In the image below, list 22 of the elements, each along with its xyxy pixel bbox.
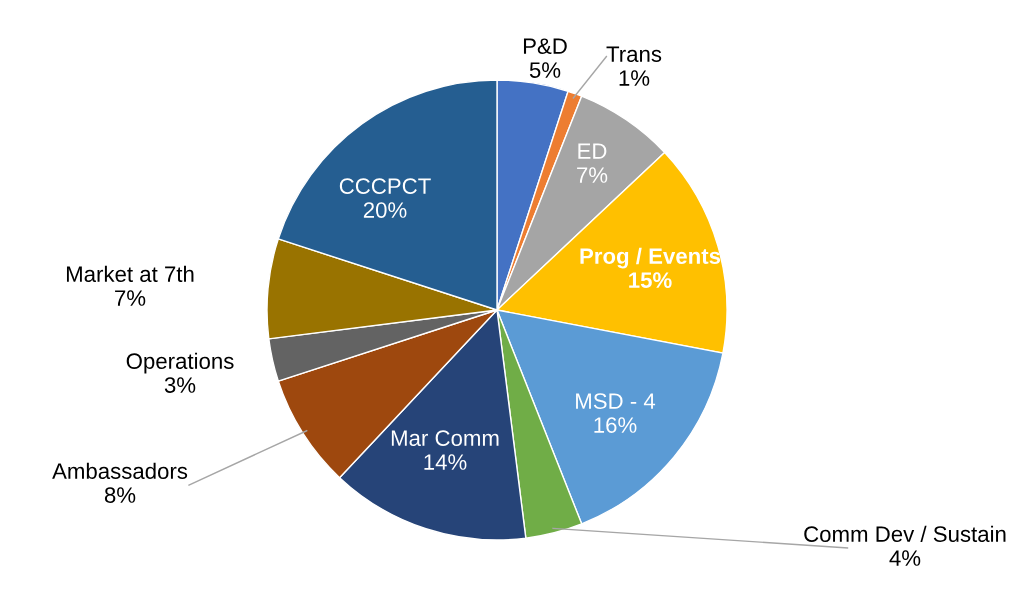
slice-label: Comm Dev / Sustain — [804, 525, 1006, 542]
slice-label: P&D — [523, 38, 567, 54]
data-label: 4% — [889, 550, 921, 566]
slice-label: ED — [578, 143, 607, 159]
slice-label: Prog / Events — [580, 247, 721, 269]
slice-label: Market at 7th — [66, 265, 194, 282]
slice-label: Mar Comm — [391, 430, 499, 446]
data-label: 14% — [424, 454, 467, 470]
data-label: 20% — [363, 202, 407, 218]
data-label: 8% — [104, 487, 136, 503]
data-label: 15% — [629, 272, 672, 288]
data-label: 16% — [594, 417, 637, 433]
slice-label: Ambassadors — [52, 462, 188, 479]
slice-label: MSD - 4 — [576, 393, 656, 409]
slice-label: CCCPCT — [339, 178, 431, 194]
data-label: 7% — [577, 167, 608, 183]
slice-label: Trans — [606, 46, 662, 62]
data-label: 5% — [529, 62, 561, 78]
data-label: 3% — [164, 377, 196, 393]
data-label: 7% — [115, 290, 146, 306]
data-label: 1% — [619, 70, 650, 86]
slice-label: Operations — [126, 352, 234, 374]
